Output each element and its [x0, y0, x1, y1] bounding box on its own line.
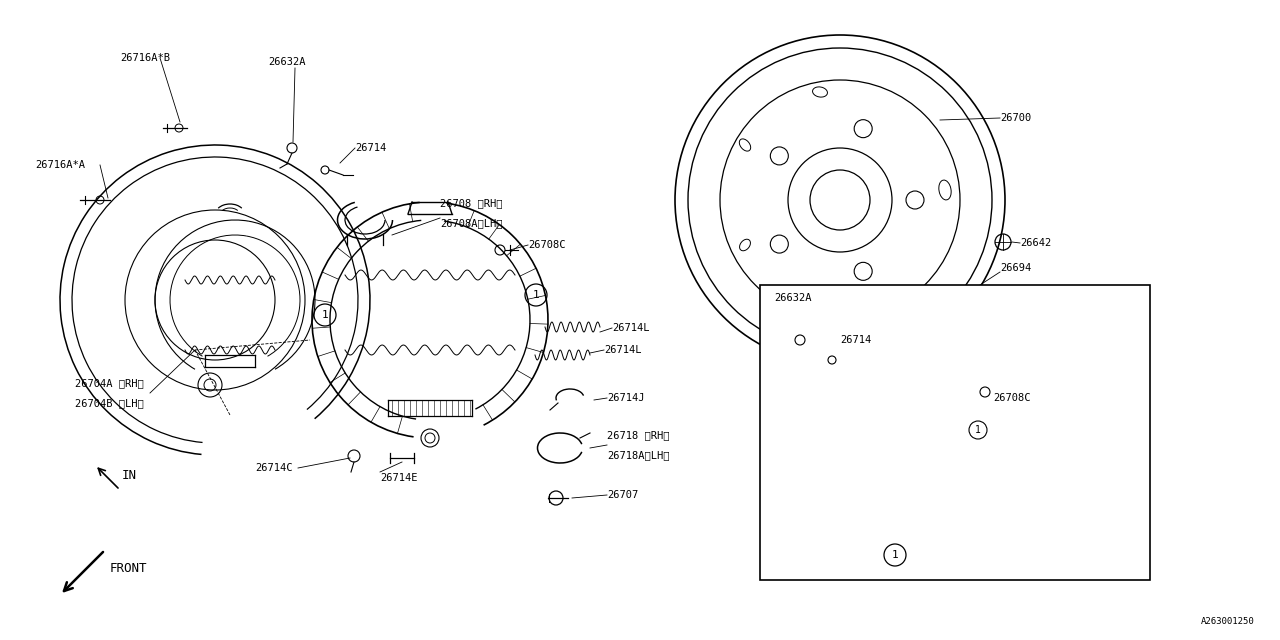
- Text: 26708A〈LH〉: 26708A〈LH〉: [440, 218, 503, 228]
- Text: 26714: 26714: [355, 143, 387, 153]
- Text: 26704A 〈RH〉: 26704A 〈RH〉: [76, 378, 143, 388]
- Text: 26704B 〈LH〉: 26704B 〈LH〉: [76, 398, 143, 408]
- Bar: [760, 285, 1149, 580]
- Text: 26714C: 26714C: [256, 463, 293, 473]
- Text: 1: 1: [975, 425, 980, 435]
- Text: 1: 1: [321, 310, 329, 320]
- Text: 1: 1: [892, 550, 899, 560]
- Text: 26714J: 26714J: [607, 393, 645, 403]
- Text: 26708C: 26708C: [529, 240, 566, 250]
- Text: 26714L: 26714L: [604, 345, 641, 355]
- Text: 26694: 26694: [1000, 263, 1032, 273]
- Text: 26707: 26707: [607, 490, 639, 500]
- Text: 1: 1: [532, 290, 539, 300]
- Text: FRONT: FRONT: [110, 562, 147, 575]
- Text: IN: IN: [122, 469, 137, 482]
- Text: 26700: 26700: [1000, 113, 1032, 123]
- Text: 26632A: 26632A: [774, 293, 812, 303]
- Text: 26632A: 26632A: [268, 57, 306, 67]
- Text: A263001250: A263001250: [1201, 618, 1254, 627]
- Text: 26716A*B: 26716A*B: [120, 53, 170, 63]
- Text: 26708C: 26708C: [993, 393, 1030, 403]
- Text: 26714E: 26714E: [380, 473, 417, 483]
- Text: 26708 〈RH〉: 26708 〈RH〉: [440, 198, 503, 208]
- Text: 26718 〈RH〉: 26718 〈RH〉: [607, 430, 669, 440]
- Text: 26714: 26714: [840, 335, 872, 345]
- Text: 26642: 26642: [1020, 238, 1051, 248]
- Text: 26714L: 26714L: [612, 323, 649, 333]
- Text: 26718A〈LH〉: 26718A〈LH〉: [607, 450, 669, 460]
- Text: 26716A*A: 26716A*A: [35, 160, 84, 170]
